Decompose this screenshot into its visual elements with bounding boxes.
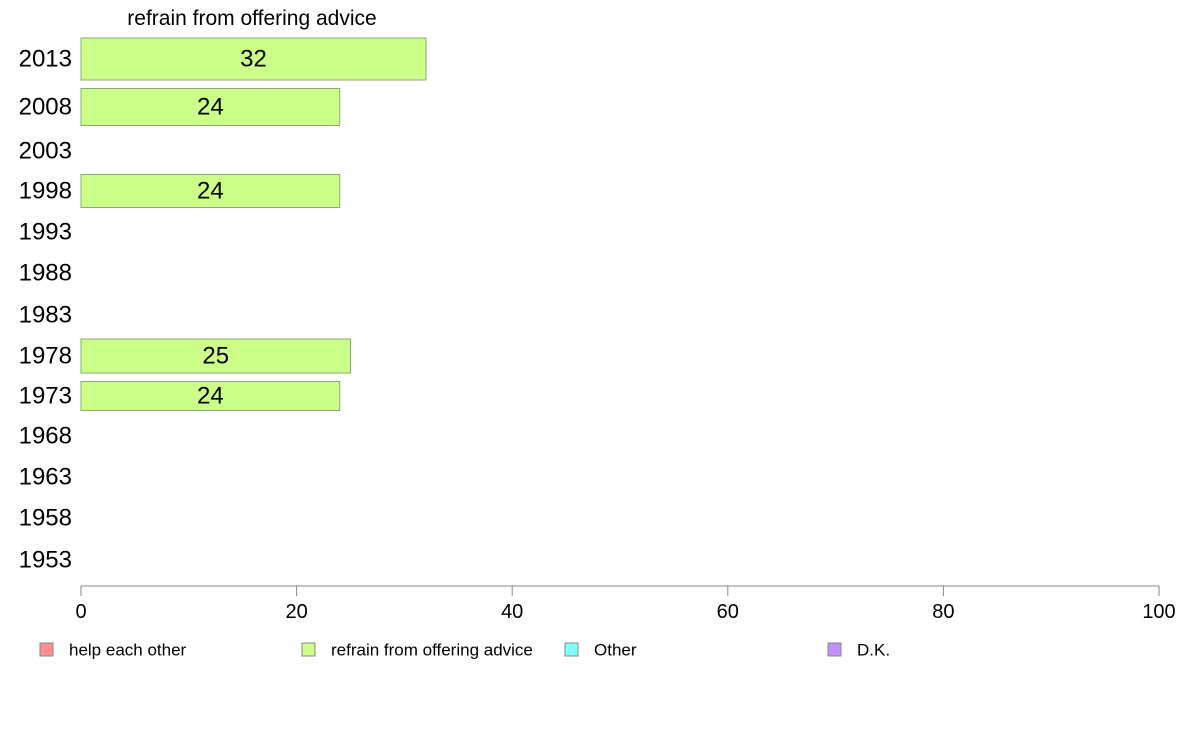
y-tick-label-1973: 1973 — [19, 383, 72, 410]
x-tick-label-40: 40 — [501, 601, 523, 623]
bars: 32 24 24 25 24 — [80, 37, 427, 411]
y-tick-label-1978: 1978 — [19, 343, 72, 370]
x-tick-label-60: 60 — [717, 601, 739, 623]
legend-swatch-2 — [301, 642, 316, 657]
bar-value-label-1978: 25 — [202, 343, 229, 370]
y-tick-label-2008: 2008 — [19, 94, 72, 121]
legend-label-1: help each other — [69, 641, 187, 660]
legend-label-3: Other — [594, 641, 637, 660]
bar-1978 — [80, 338, 351, 374]
x-tick-label-80: 80 — [932, 601, 954, 623]
bar-2008 — [80, 88, 341, 126]
y-tick-label-1968: 1968 — [19, 423, 72, 450]
x-tick-label-0: 0 — [75, 601, 86, 623]
y-tick-label-2003: 2003 — [19, 138, 72, 165]
y-tick-label-1958: 1958 — [19, 505, 72, 532]
legend-swatch-4 — [827, 642, 842, 657]
y-tick-label-1963: 1963 — [19, 464, 72, 491]
legend-label-4: D.K. — [857, 641, 890, 660]
bar-2013 — [80, 37, 427, 81]
y-tick-label-1988: 1988 — [19, 260, 72, 287]
y-tick-label-1953: 1953 — [19, 547, 72, 574]
y-tick-label-1993: 1993 — [19, 219, 72, 246]
legend-swatch-3 — [564, 642, 579, 657]
bar-value-label-1998: 24 — [197, 178, 224, 205]
bar-1973 — [80, 381, 341, 411]
legend: help each other refrain from offering adv… — [39, 641, 890, 660]
x-tick-label-20: 20 — [285, 601, 307, 623]
y-tick-label-2013: 2013 — [19, 46, 72, 73]
legend-swatch-1 — [39, 642, 54, 657]
bar-value-label-1973: 24 — [197, 383, 224, 410]
legend-label-2: refrain from offering advice — [331, 641, 533, 660]
bar-value-label-2013: 32 — [240, 46, 267, 73]
x-axis: 0 20 40 60 80 100 — [75, 585, 1176, 623]
bar-value-label-2008: 24 — [197, 94, 224, 121]
x-tick-label-100: 100 — [1142, 601, 1175, 623]
chart-title: refrain from offering advice — [127, 7, 376, 30]
bar-1998 — [80, 174, 341, 208]
y-tick-label-1998: 1998 — [19, 178, 72, 205]
y-axis-labels: 2013 2008 2003 1998 1993 1988 1983 1978 1973 1968… — [19, 46, 72, 574]
y-tick-label-1983: 1983 — [19, 302, 72, 329]
